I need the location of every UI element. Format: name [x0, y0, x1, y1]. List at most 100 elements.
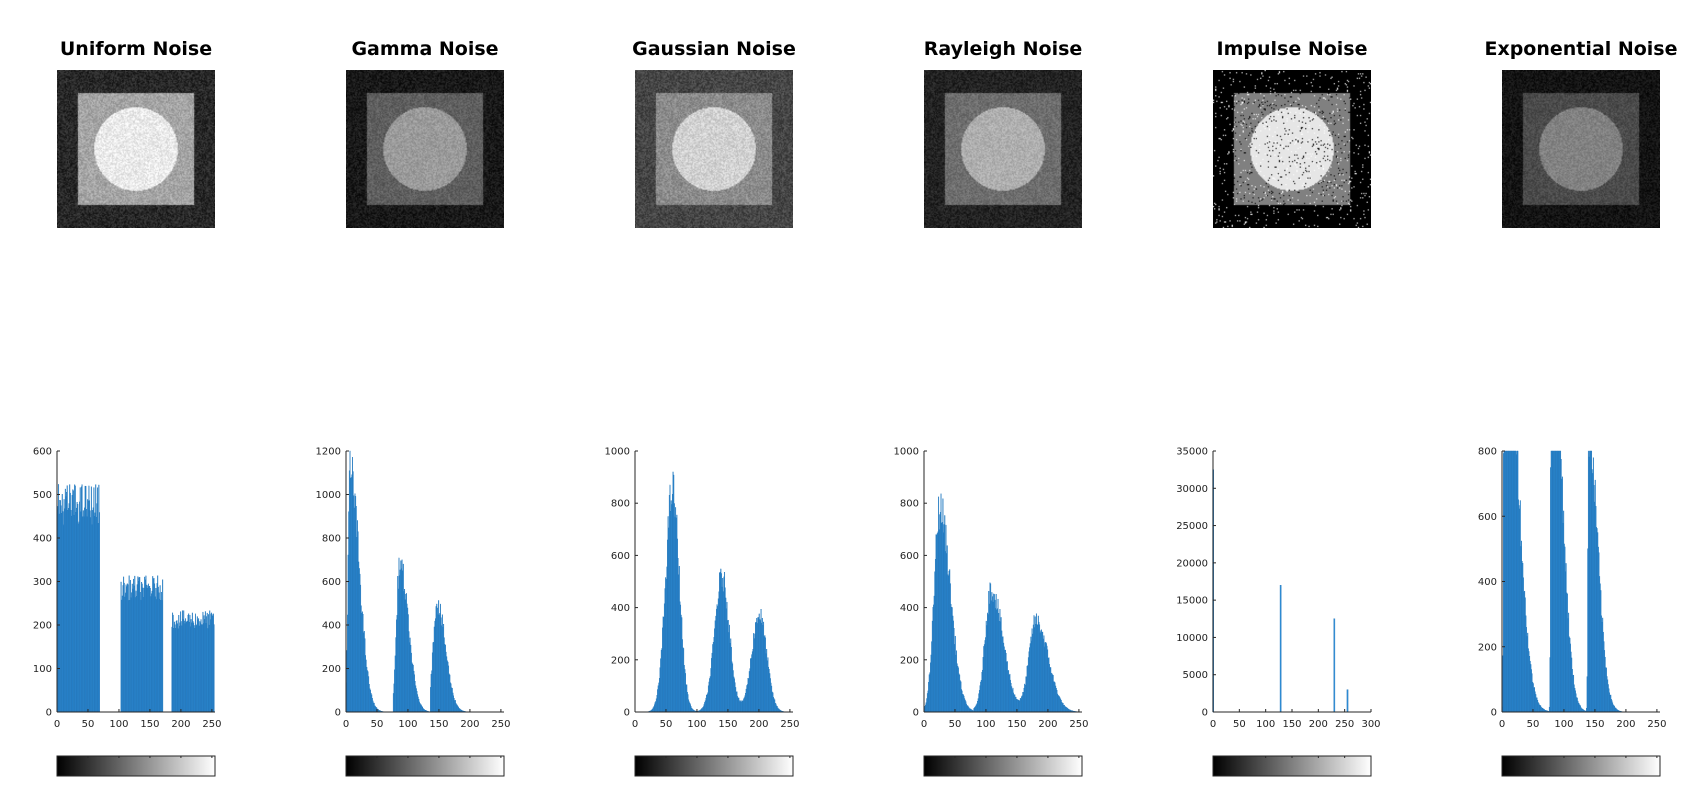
x-tick-label: 200: [1616, 719, 1635, 730]
colorbar-frame: [923, 755, 1083, 777]
colorbar-gradient: [924, 756, 1082, 776]
x-tick-label: 200: [171, 719, 190, 730]
grayscale-colorbar: [1501, 755, 1661, 777]
grayscale-colorbar: [1212, 755, 1372, 777]
panel-title: Gamma Noise: [351, 38, 498, 60]
y-tick-label: 400: [33, 534, 52, 545]
x-tick-label: 0: [1210, 719, 1216, 730]
x-tick-label: 50: [660, 719, 673, 730]
y-tick-label: 10000: [1176, 633, 1208, 644]
y-tick-label: 35000: [1176, 447, 1208, 458]
x-tick-label: 100: [687, 719, 706, 730]
y-tick-label: 400: [900, 603, 919, 614]
colorbar-frame: [56, 755, 216, 777]
panel-title: Gaussian Noise: [632, 38, 796, 60]
histogram-bars: [923, 493, 1081, 713]
y-tick-label: 1200: [316, 447, 341, 458]
y-tick-label: 200: [900, 655, 919, 666]
x-tick-label: 50: [1233, 719, 1246, 730]
colorbar-gradient: [1502, 756, 1660, 776]
y-tick-label: 800: [900, 499, 919, 510]
x-tick-label: 50: [82, 719, 95, 730]
y-tick-label: 0: [1202, 708, 1208, 719]
y-tick-label: 200: [33, 621, 52, 632]
panel-impulse-noise: Impulse Noise 0 5000 10000 15000 20000 25000 30…: [1176, 38, 1381, 777]
x-tick-label: 250: [202, 719, 221, 730]
colorbar-frame: [634, 755, 794, 777]
x-tick-label: 150: [1585, 719, 1604, 730]
x-tick-label: 100: [398, 719, 417, 730]
x-tick-label: 200: [1309, 719, 1328, 730]
y-tick-label: 600: [33, 447, 52, 458]
x-tick-label: 0: [632, 719, 638, 730]
x-tick-label: 250: [1647, 719, 1666, 730]
x-tick-label: 0: [343, 719, 349, 730]
y-tick-label: 800: [1478, 447, 1497, 458]
grayscale-colorbar: [345, 755, 505, 777]
y-tick-label: 0: [913, 708, 919, 719]
x-tick-label: 250: [780, 719, 799, 730]
x-tick-label: 100: [976, 719, 995, 730]
noisy-test-image-gaussian: [635, 70, 793, 228]
y-tick-label: 1000: [316, 490, 341, 501]
y-tick-label: 15000: [1176, 596, 1208, 607]
y-tick-label: 600: [322, 577, 341, 588]
histogram-spike: [1279, 585, 1282, 713]
histogram-bar: [98, 512, 100, 713]
y-tick-label: 0: [46, 708, 52, 719]
noisy-test-image-gamma: [346, 70, 504, 228]
x-tick-label: 50: [949, 719, 962, 730]
panel-title: Impulse Noise: [1217, 38, 1368, 60]
noisy-test-image-uniform: [57, 70, 215, 228]
x-tick-label: 200: [460, 719, 479, 730]
y-tick-label: 600: [1478, 512, 1497, 523]
x-tick-label: 0: [1499, 719, 1505, 730]
y-tick-label: 0: [624, 708, 630, 719]
y-tick-label: 200: [322, 664, 341, 675]
colorbar-gradient: [57, 756, 215, 776]
panel-rayleigh-noise: Rayleigh Noise 0 200 400 600 800 1000 0 50 100 150…: [894, 38, 1088, 777]
x-tick-label: 50: [371, 719, 384, 730]
y-tick-label: 1000: [894, 447, 919, 458]
y-tick-label: 400: [322, 621, 341, 632]
y-tick-label: 500: [33, 490, 52, 501]
panel-gaussian-noise: Gaussian Noise 0 200 400 600 800 1000 0 50 100 150…: [605, 38, 799, 777]
histogram-bars: [56, 484, 215, 713]
x-tick-label: 100: [1256, 719, 1275, 730]
colorbar-gradient: [346, 756, 504, 776]
panel-gamma-noise: Gamma Noise 0 200 400 600 800 1000 1200 0 50 100 15…: [316, 38, 510, 777]
y-tick-label: 800: [322, 534, 341, 545]
x-tick-label: 0: [921, 719, 927, 730]
x-tick-label: 200: [1038, 719, 1057, 730]
x-tick-label: 250: [1069, 719, 1088, 730]
y-tick-label: 30000: [1176, 484, 1208, 495]
x-tick-label: 100: [109, 719, 128, 730]
y-tick-label: 600: [611, 551, 630, 562]
x-tick-label: 150: [1282, 719, 1301, 730]
y-tick-label: 200: [1478, 642, 1497, 653]
x-tick-label: 150: [140, 719, 159, 730]
noisy-test-image-rayleigh: [924, 70, 1082, 228]
y-tick-label: 400: [611, 603, 630, 614]
y-tick-label: 20000: [1176, 558, 1208, 569]
panel-uniform-noise: Uniform Noise 0 100 200 300 400 500 600 0 50 100 15…: [33, 38, 221, 777]
y-tick-label: 0: [1491, 708, 1497, 719]
y-tick-label: 25000: [1176, 521, 1208, 532]
histogram-bars: [1501, 450, 1625, 713]
y-tick-label: 800: [611, 499, 630, 510]
panel-title: Rayleigh Noise: [924, 38, 1083, 60]
colorbar-gradient: [635, 756, 793, 776]
histogram-bars: [1212, 469, 1349, 713]
y-tick-label: 200: [611, 655, 630, 666]
histogram-spike: [1333, 618, 1336, 713]
y-tick-label: 300: [33, 577, 52, 588]
y-tick-label: 5000: [1183, 670, 1208, 681]
colorbar-frame: [1501, 755, 1661, 777]
y-tick-label: 0: [335, 708, 341, 719]
grayscale-colorbar: [56, 755, 216, 777]
x-tick-label: 150: [429, 719, 448, 730]
x-tick-label: 50: [1527, 719, 1540, 730]
panel-title: Exponential Noise: [1484, 38, 1677, 60]
x-tick-label: 200: [749, 719, 768, 730]
